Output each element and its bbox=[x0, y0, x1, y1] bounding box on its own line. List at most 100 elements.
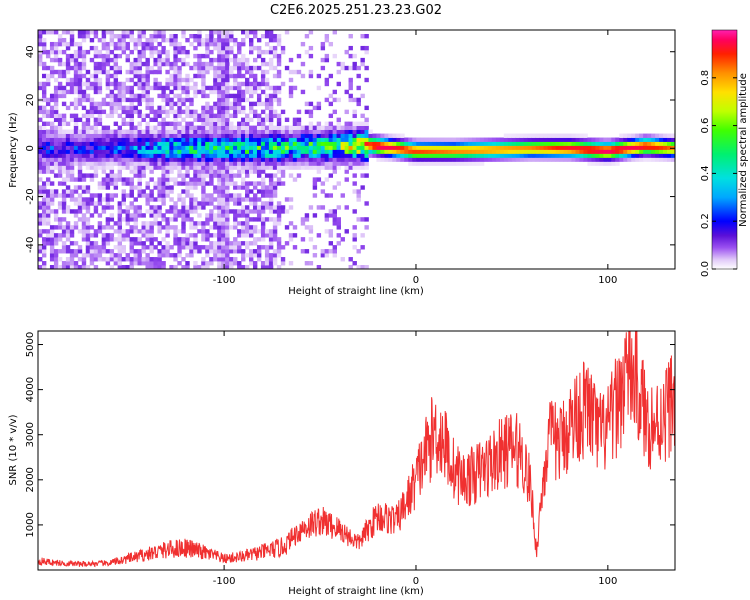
spectrogram-cell bbox=[352, 109, 357, 115]
spectrogram-cell bbox=[89, 153, 95, 158]
spectrogram-cell bbox=[655, 145, 660, 150]
spectrogram-cell bbox=[368, 153, 373, 158]
spectrogram-cell bbox=[225, 173, 230, 178]
spectrogram-cell bbox=[555, 149, 560, 154]
spectrogram-cell bbox=[233, 93, 238, 99]
spectrogram-cell bbox=[623, 145, 628, 150]
spectrogram-cell bbox=[551, 141, 556, 146]
spectrogram-cell bbox=[284, 125, 290, 130]
spectrogram-cell bbox=[408, 141, 413, 146]
spectrogram-cell bbox=[288, 153, 294, 158]
spectrogram-cell bbox=[45, 233, 51, 238]
spectrogram-cell bbox=[237, 153, 242, 158]
spectrogram-cell bbox=[125, 85, 130, 91]
spectrogram-cell bbox=[372, 137, 377, 142]
spectrogram-cell bbox=[272, 109, 278, 115]
spectrogram-cell bbox=[41, 109, 47, 115]
spectrogram-cell bbox=[272, 113, 278, 119]
spectrogram-cell bbox=[491, 153, 497, 158]
spectrogram-cell bbox=[89, 261, 95, 266]
spectrogram-cell bbox=[276, 169, 282, 174]
spectrogram-cell bbox=[117, 153, 123, 158]
spectrogram-cell bbox=[197, 205, 202, 210]
spectrogram-cell bbox=[551, 157, 556, 162]
spectrogram-cell bbox=[336, 125, 341, 130]
spectrogram-cell bbox=[388, 141, 393, 146]
spectrogram-cell bbox=[45, 149, 51, 154]
spectrogram-cell bbox=[193, 65, 198, 71]
spectrogram-cell bbox=[380, 145, 385, 150]
spectrogram-cell bbox=[129, 229, 134, 234]
spectrogram-cell bbox=[93, 265, 99, 269]
spectrogram-cell bbox=[221, 89, 226, 95]
spectrogram-cell bbox=[213, 85, 218, 91]
spectrogram-cell bbox=[336, 241, 341, 246]
spectrogram-cell bbox=[113, 69, 119, 75]
spectrogram-cell bbox=[428, 141, 433, 146]
spectrogram-cell bbox=[272, 157, 278, 162]
spectrogram-cell bbox=[241, 141, 246, 146]
spectrogram-cell bbox=[193, 33, 198, 39]
spectrogram-cell bbox=[288, 145, 294, 150]
spectrogram-cell bbox=[209, 125, 214, 130]
spectrogram-cell bbox=[360, 129, 365, 134]
spectrogram-cell bbox=[252, 157, 258, 162]
spectrogram-cell bbox=[396, 145, 401, 150]
spectrogram-cell bbox=[105, 153, 111, 158]
spectrogram-cell bbox=[193, 73, 198, 79]
spectrogram-cell bbox=[177, 101, 182, 107]
spectrogram-cell bbox=[300, 137, 306, 142]
spectrogram-cell bbox=[169, 129, 174, 134]
spectrogram-cell bbox=[487, 137, 493, 142]
spectrogram-cell bbox=[113, 181, 119, 186]
spectrogram-cell bbox=[312, 165, 318, 170]
spectrogram-cell bbox=[328, 93, 334, 99]
spectrogram-cell bbox=[45, 153, 51, 158]
spectrogram-cell bbox=[61, 49, 67, 55]
spectrogram-cell bbox=[364, 201, 369, 206]
spectrogram-cell bbox=[252, 73, 258, 79]
spectrogram-cell bbox=[73, 125, 79, 130]
spectrogram-cell bbox=[77, 49, 83, 55]
spectrogram-cell bbox=[595, 157, 600, 162]
spectrogram-cell bbox=[49, 241, 55, 246]
spectrogram-cell bbox=[308, 161, 314, 166]
spectrogram-cell bbox=[241, 177, 246, 182]
spectrogram-cell bbox=[173, 225, 178, 230]
spectrogram-cell bbox=[217, 177, 222, 182]
spectrogram-cell bbox=[105, 125, 111, 130]
spectrogram-cell bbox=[149, 137, 154, 142]
spectrogram-cell bbox=[225, 261, 230, 266]
spectrogram-cell bbox=[85, 245, 91, 250]
spectrogram-cell bbox=[153, 45, 158, 51]
spectrogram-cell bbox=[619, 133, 624, 138]
spectrogram-cell bbox=[264, 189, 270, 194]
spectrogram-cell bbox=[137, 141, 142, 146]
spectrogram-cell bbox=[452, 137, 457, 142]
spectrogram-cell bbox=[53, 253, 59, 258]
spectrogram-cell bbox=[308, 137, 314, 142]
spectrogram-cell bbox=[332, 89, 337, 95]
spectrogram-cell bbox=[169, 41, 174, 47]
spectrogram-cell bbox=[185, 217, 190, 222]
spectrogram-cell bbox=[356, 125, 361, 130]
spectrogram-cell bbox=[245, 153, 250, 158]
spectrogram-cell bbox=[467, 137, 473, 142]
spectrogram-cell bbox=[233, 73, 238, 79]
spectrogram-cell bbox=[117, 97, 123, 103]
spectrogram-cell bbox=[388, 149, 393, 154]
spectrogram-cell bbox=[479, 161, 485, 166]
spectrogram-cell bbox=[460, 141, 465, 146]
spectrogram-cell bbox=[376, 157, 381, 162]
spectrogram-cell bbox=[38, 125, 43, 130]
spectrogram-cell bbox=[201, 77, 206, 83]
spectrogram-cell bbox=[73, 105, 79, 111]
spectrogram-cell bbox=[49, 30, 55, 35]
spectrogram-cell bbox=[221, 225, 226, 230]
spectrogram-cell bbox=[149, 125, 154, 130]
spectrogram-cell bbox=[284, 149, 290, 154]
spectrogram-cell bbox=[81, 205, 87, 210]
spectrogram-cell bbox=[225, 73, 230, 79]
spectrogram-cell bbox=[38, 193, 43, 198]
spectrogram-cell bbox=[571, 137, 576, 142]
